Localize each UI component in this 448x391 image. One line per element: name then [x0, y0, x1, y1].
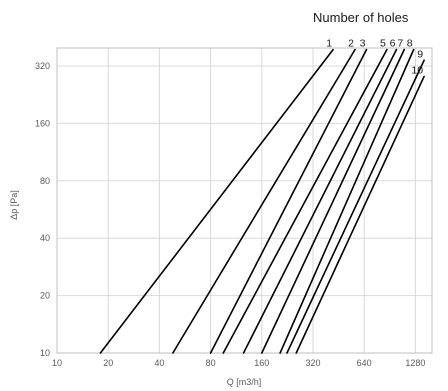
- y-tick-label: 160: [35, 118, 50, 128]
- series-line-9: [286, 59, 425, 354]
- series-label-10: 10: [411, 64, 423, 76]
- series-label-5: 5: [380, 38, 386, 50]
- x-tick-label: 1280: [405, 358, 425, 368]
- series-label-9: 9: [417, 48, 423, 60]
- y-tick-label: 10: [40, 348, 50, 358]
- y-tick-label: 20: [40, 291, 50, 301]
- x-tick-labels: 10 20 40 80 160 320 640 1280: [52, 358, 425, 368]
- grid: [57, 48, 432, 353]
- y-tick-label: 80: [40, 176, 50, 186]
- series-label-1: 1: [326, 38, 332, 50]
- y-tick-label: 320: [35, 61, 50, 71]
- y-tick-label: 40: [40, 233, 50, 243]
- series-line-2: [172, 48, 356, 354]
- x-tick-label: 10: [52, 358, 62, 368]
- x-tick-label: 20: [103, 358, 113, 368]
- series-label-8: 8: [407, 38, 413, 50]
- x-axis-label: Q [m3/h]: [227, 377, 262, 387]
- series-line-8: [279, 48, 415, 354]
- x-tick-label: 40: [154, 358, 164, 368]
- x-tick-label: 320: [305, 358, 320, 368]
- chart-title: Number of holes: [313, 10, 409, 25]
- x-tick-label: 160: [254, 358, 269, 368]
- series-label-3: 3: [360, 38, 366, 50]
- series-line-3: [209, 48, 368, 354]
- x-tick-label: 80: [206, 358, 216, 368]
- y-axis-label: Δp [Pa]: [9, 190, 19, 220]
- series-label-2: 2: [348, 38, 354, 50]
- series-labels: 1 2 3 5 6 7 89 10: [326, 38, 423, 77]
- series-line-10: [295, 75, 425, 354]
- series-line-5: [222, 48, 388, 354]
- series-line-1: [99, 48, 334, 354]
- series-label-7: 7: [397, 38, 403, 50]
- series-lines: [99, 48, 425, 354]
- y-tick-labels: 10 20 40 80 160 320: [35, 61, 50, 358]
- x-tick-label: 640: [357, 358, 372, 368]
- series-label-6: 6: [390, 38, 396, 50]
- plot-frame: [56, 47, 433, 354]
- series-line-6: [242, 48, 398, 354]
- series-line-7: [260, 48, 406, 354]
